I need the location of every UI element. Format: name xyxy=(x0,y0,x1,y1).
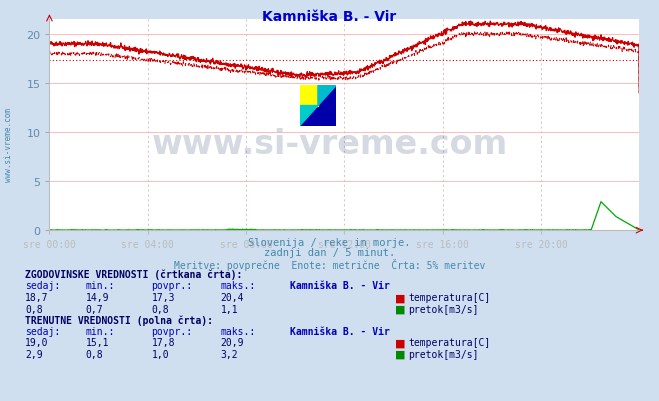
Polygon shape xyxy=(318,86,336,106)
Text: min.:: min.: xyxy=(86,326,115,336)
Text: maks.:: maks.: xyxy=(221,326,256,336)
Text: 20,9: 20,9 xyxy=(221,338,244,348)
Text: Kamniška B. - Vir: Kamniška B. - Vir xyxy=(290,281,390,291)
Text: ■: ■ xyxy=(395,293,406,303)
Text: ■: ■ xyxy=(395,349,406,359)
Text: 18,7: 18,7 xyxy=(25,293,49,303)
Text: min.:: min.: xyxy=(86,281,115,291)
Text: zadnji dan / 5 minut.: zadnji dan / 5 minut. xyxy=(264,248,395,258)
Text: 20,4: 20,4 xyxy=(221,293,244,303)
Text: pretok[m3/s]: pretok[m3/s] xyxy=(409,349,479,359)
Text: temperatura[C]: temperatura[C] xyxy=(409,293,491,303)
Text: Kamniška B. - Vir: Kamniška B. - Vir xyxy=(262,10,397,24)
Text: temperatura[C]: temperatura[C] xyxy=(409,338,491,348)
Text: 14,9: 14,9 xyxy=(86,293,109,303)
Text: pretok[m3/s]: pretok[m3/s] xyxy=(409,304,479,314)
Bar xyxy=(300,86,318,106)
Text: 15,1: 15,1 xyxy=(86,338,109,348)
Text: maks.:: maks.: xyxy=(221,281,256,291)
Text: 3,2: 3,2 xyxy=(221,349,239,359)
Text: ZGODOVINSKE VREDNOSTI (črtkana črta):: ZGODOVINSKE VREDNOSTI (črtkana črta): xyxy=(25,269,243,279)
Text: 17,3: 17,3 xyxy=(152,293,175,303)
Text: 0,8: 0,8 xyxy=(25,304,43,314)
Text: sedaj:: sedaj: xyxy=(25,281,60,291)
Text: povpr.:: povpr.: xyxy=(152,281,192,291)
Text: 0,7: 0,7 xyxy=(86,304,103,314)
Text: Slovenija / reke in morje.: Slovenija / reke in morje. xyxy=(248,237,411,247)
Text: www.si-vreme.com: www.si-vreme.com xyxy=(4,107,13,181)
Text: 17,8: 17,8 xyxy=(152,338,175,348)
Text: Meritve: povprečne  Enote: metrične  Črta: 5% meritev: Meritve: povprečne Enote: metrične Črta:… xyxy=(174,258,485,270)
Polygon shape xyxy=(300,86,318,106)
Text: sedaj:: sedaj: xyxy=(25,326,60,336)
Text: 0,8: 0,8 xyxy=(86,349,103,359)
Text: povpr.:: povpr.: xyxy=(152,326,192,336)
Text: 1,0: 1,0 xyxy=(152,349,169,359)
Text: 0,8: 0,8 xyxy=(152,304,169,314)
Text: www.si-vreme.com: www.si-vreme.com xyxy=(152,128,507,161)
Text: TRENUTNE VREDNOSTI (polna črta):: TRENUTNE VREDNOSTI (polna črta): xyxy=(25,315,213,325)
Text: 1,1: 1,1 xyxy=(221,304,239,314)
Text: ■: ■ xyxy=(395,304,406,314)
Polygon shape xyxy=(300,106,318,126)
Text: 19,0: 19,0 xyxy=(25,338,49,348)
Text: ■: ■ xyxy=(395,338,406,348)
Text: 2,9: 2,9 xyxy=(25,349,43,359)
Text: Kamniška B. - Vir: Kamniška B. - Vir xyxy=(290,326,390,336)
